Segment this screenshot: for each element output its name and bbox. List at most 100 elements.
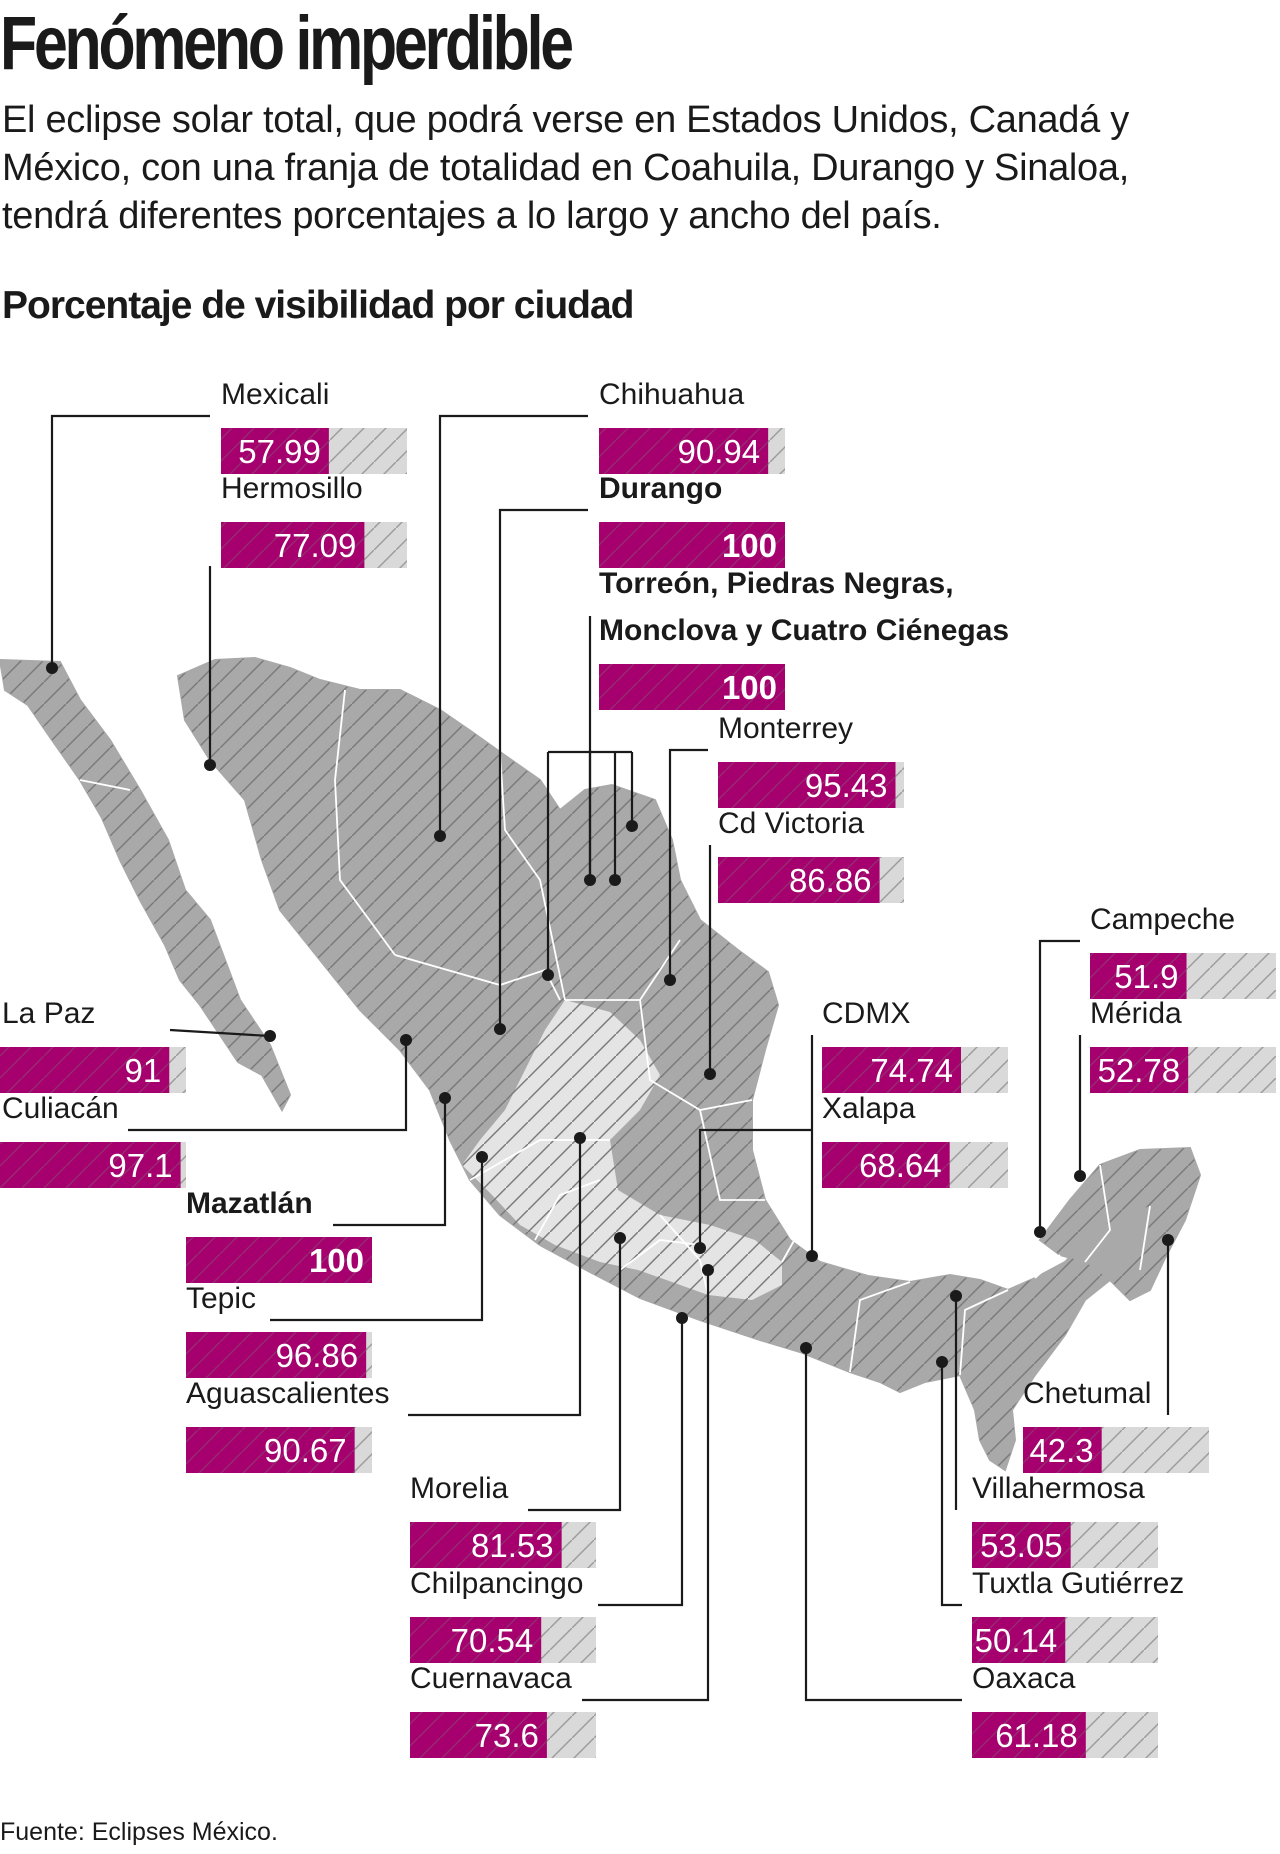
city-label-aguascalientes: Aguascalientes bbox=[186, 1377, 389, 1410]
bar-hatch-la-paz bbox=[0, 1047, 170, 1093]
city-label-villahermosa: Villahermosa bbox=[972, 1472, 1145, 1505]
leader-lines bbox=[50, 414, 1170, 1702]
value-label-oaxaca: 61.18 bbox=[995, 1717, 1078, 1754]
city-label-chihuahua: Chihuahua bbox=[599, 378, 744, 411]
city-dot-tepic bbox=[476, 1151, 488, 1163]
city-label-merida: Mérida bbox=[1090, 997, 1182, 1030]
city-dot-xalapa bbox=[694, 1242, 706, 1254]
city-dot-monterrey bbox=[664, 974, 676, 986]
value-label-morelia: 81.53 bbox=[471, 1527, 554, 1564]
bar-hatch-campeche bbox=[1090, 953, 1187, 999]
value-label-tepic: 96.86 bbox=[276, 1337, 359, 1374]
bar-hatch-mazatlan bbox=[186, 1237, 372, 1283]
city-label-tepic: Tepic bbox=[186, 1282, 256, 1315]
value-label-chetumal: 42.3 bbox=[1029, 1432, 1093, 1469]
value-label-culiacan: 97.1 bbox=[108, 1147, 172, 1184]
city-label-hermosillo: Hermosillo bbox=[221, 472, 363, 505]
city-label-cuernavaca: Cuernavaca bbox=[410, 1662, 572, 1695]
bar-hatch-chihuahua bbox=[599, 428, 769, 474]
city-dot-torreon-piedras-negras-monclova-y-cuatro-cienegas bbox=[584, 874, 596, 886]
bar-hatch-cd-victoria bbox=[718, 857, 880, 903]
leader-line-mazatlan bbox=[333, 1098, 447, 1227]
value-label-la-paz: 91 bbox=[125, 1052, 162, 1089]
bar-hatch-merida bbox=[1090, 1047, 1189, 1093]
city-dot-durango bbox=[494, 1023, 506, 1035]
bar-hatch-culiacan bbox=[0, 1142, 181, 1188]
city-label-culiacan: Culiacán bbox=[2, 1092, 119, 1125]
city-label-tuxtla-gutierrez: Tuxtla Gutiérrez bbox=[972, 1567, 1184, 1600]
city-label-torreon-piedras-negras-monclova-y-cuatro-cienegas: Torreón, Piedras Negras, Monclova y Cuatr… bbox=[599, 567, 1009, 647]
chart-subtitle: Porcentaje de visibilidad por ciudad bbox=[2, 284, 634, 327]
value-label-monterrey: 95.43 bbox=[805, 767, 888, 804]
city-dot-morelia bbox=[614, 1232, 626, 1244]
value-label-cdmx: 74.74 bbox=[870, 1052, 953, 1089]
city-dot-chetumal bbox=[1162, 1234, 1174, 1246]
value-label-villahermosa: 53.05 bbox=[980, 1527, 1063, 1564]
city-dots bbox=[46, 662, 1174, 1368]
leader-line-chilpancingo bbox=[598, 1318, 684, 1607]
city-dot-culiacan bbox=[400, 1034, 412, 1046]
city-dot-mazatlan bbox=[439, 1092, 451, 1104]
city-dot-cd-victoria bbox=[704, 1068, 716, 1080]
bar-hatch-xalapa bbox=[822, 1142, 950, 1188]
bar-hatch-chilpancingo bbox=[410, 1617, 542, 1663]
city-dot-torreon-group-3 bbox=[626, 820, 638, 832]
city-label-campeche: Campeche bbox=[1090, 903, 1235, 936]
value-label-durango: 100 bbox=[722, 527, 777, 564]
city-dot-oaxaca bbox=[800, 1342, 812, 1354]
city-dot-tuxtla-gutierrez bbox=[936, 1356, 948, 1368]
city-dot-villahermosa bbox=[950, 1290, 962, 1302]
city-dot-cuernavaca bbox=[702, 1264, 714, 1276]
value-label-tuxtla-gutierrez: 50.14 bbox=[975, 1622, 1058, 1659]
leader-line-mexicali bbox=[50, 414, 210, 668]
bar-hatch-morelia bbox=[410, 1522, 562, 1568]
bar-hatch-monterrey bbox=[718, 762, 896, 808]
leader-line-durango bbox=[498, 508, 588, 1029]
city-label-morelia: Morelia bbox=[410, 1472, 509, 1505]
leader-line-la-paz bbox=[169, 1028, 271, 1038]
city-label-mexicali: Mexicali bbox=[221, 378, 329, 411]
headline: Fenómeno imperdible bbox=[0, 1, 574, 86]
city-label-chetumal: Chetumal bbox=[1023, 1377, 1151, 1410]
city-label-monterrey: Monterrey bbox=[718, 712, 853, 745]
city-dot-torreon-group-1 bbox=[542, 969, 554, 981]
leader-line-tepic bbox=[270, 1157, 484, 1322]
city-dot-cdmx bbox=[806, 1250, 818, 1262]
leader-line-chihuahua bbox=[438, 414, 588, 836]
leader-line-morelia bbox=[528, 1238, 622, 1512]
bar-hatch-cuernavaca bbox=[410, 1712, 547, 1758]
leader-line-aguascalientes bbox=[408, 1138, 582, 1417]
city-dot-torreon-group-2 bbox=[609, 874, 621, 886]
value-label-chihuahua: 90.94 bbox=[678, 433, 761, 470]
bar-hatch-cdmx bbox=[822, 1047, 962, 1093]
source-note: Fuente: Eclipses México. bbox=[0, 1818, 278, 1846]
value-label-xalapa: 68.64 bbox=[859, 1147, 942, 1184]
city-dot-hermosillo bbox=[204, 759, 216, 771]
value-label-cd-victoria: 86.86 bbox=[789, 862, 872, 899]
city-dot-chihuahua bbox=[434, 830, 446, 842]
value-label-mazatlan: 100 bbox=[309, 1242, 364, 1279]
bar-hatch-torreon-piedras-negras-monclova-y-cuatro-cienegas bbox=[599, 664, 785, 710]
city-dot-chilpancingo bbox=[676, 1312, 688, 1324]
city-label-mazatlan: Mazatlán bbox=[186, 1187, 313, 1220]
bar-hatch-tuxtla-gutierrez bbox=[972, 1617, 1066, 1663]
state-borders bbox=[79, 689, 1151, 1376]
city-dot-la-paz bbox=[264, 1030, 276, 1042]
city-label-la-paz: La Paz bbox=[2, 997, 95, 1030]
value-label-campeche: 51.9 bbox=[1114, 958, 1178, 995]
city-label-durango: Durango bbox=[599, 472, 722, 505]
leader-line-xalapa bbox=[698, 1128, 812, 1248]
city-label-cd-victoria: Cd Victoria bbox=[718, 807, 864, 840]
bar-hatch-aguascalientes bbox=[186, 1427, 355, 1473]
value-label-chilpancingo: 70.54 bbox=[451, 1622, 534, 1659]
city-dot-mexicali bbox=[46, 662, 58, 674]
city-label-oaxaca: Oaxaca bbox=[972, 1662, 1076, 1695]
bar-hatch-hermosillo bbox=[221, 522, 365, 568]
bar-hatch-durango bbox=[599, 522, 785, 568]
leader-line-tuxtla-gutierrez bbox=[940, 1362, 962, 1607]
city-label-chilpancingo: Chilpancingo bbox=[410, 1567, 583, 1600]
leader-line-campeche bbox=[1038, 939, 1080, 1232]
bar-hatch-chetumal bbox=[1023, 1427, 1102, 1473]
leader-line-oaxaca bbox=[804, 1348, 962, 1702]
